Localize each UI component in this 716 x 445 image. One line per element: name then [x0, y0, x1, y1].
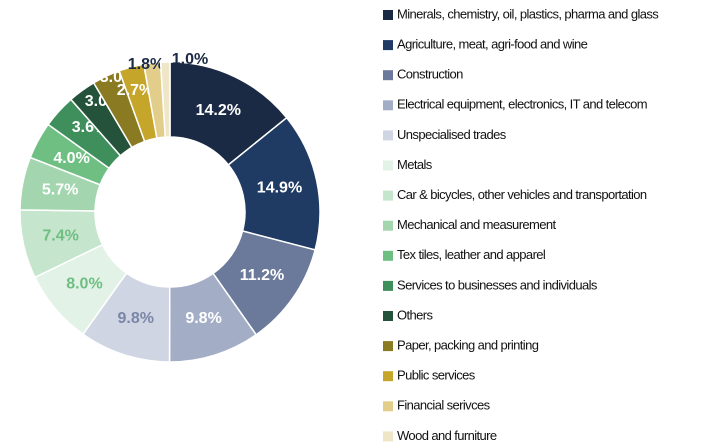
legend-swatch: [383, 401, 393, 412]
data-label: 5.7%: [42, 182, 78, 199]
legend-label: Others: [397, 307, 434, 322]
legend-label: Metals: [397, 157, 433, 172]
data-label: 1.0%: [172, 51, 208, 68]
legend-swatch: [383, 100, 393, 111]
legend-swatch: [383, 250, 393, 261]
donut-slice: [159, 61, 171, 138]
data-label: 9.8%: [185, 310, 221, 327]
legend-swatch: [383, 220, 393, 231]
legend-label: Public services: [397, 368, 476, 383]
legend-swatch: [383, 130, 393, 141]
data-label: 7.4%: [42, 227, 78, 244]
data-label: 14.9%: [257, 180, 302, 197]
legend-label: Tex tiles, leather and apparel: [397, 247, 546, 262]
data-label: 4.0%: [53, 150, 89, 167]
legend-swatch: [383, 311, 393, 321]
legend-swatch: [383, 10, 393, 20]
data-label: 14.2%: [196, 102, 241, 119]
data-label: 9.8%: [118, 310, 154, 327]
legend-swatch: [383, 40, 393, 51]
legend-label: Paper, packing and printing: [397, 338, 539, 353]
legend-swatch: [383, 341, 393, 352]
legend-label: Construction: [397, 67, 463, 82]
legend-label: Electrical equipment, electronics, IT an…: [397, 97, 647, 112]
legend-swatch: [383, 371, 393, 382]
legend-label: Wood and furniture: [397, 428, 497, 443]
legend-swatch: [383, 160, 393, 171]
legend-swatch: [383, 190, 393, 201]
legend-label: Services to businesses and individuals: [397, 277, 598, 292]
legend-label: Car & bicycles, other vehicles and trans…: [397, 187, 647, 202]
legend-swatch: [383, 280, 393, 291]
legend-label: Mechanical and measurement: [397, 217, 557, 232]
legend-label: Agriculture, meat, agri-food and wine: [397, 37, 588, 52]
legend-label: Unspecialised trades: [397, 127, 507, 142]
legend-label: Minerals, chemistry, oil, plastics, phar…: [397, 6, 659, 21]
data-label: 8.0%: [66, 275, 102, 292]
legend-label: Financial serivces: [397, 398, 491, 413]
legend-swatch: [383, 431, 393, 442]
data-label: 1.8%: [128, 56, 164, 73]
data-label: 2.7%: [117, 82, 153, 99]
data-label: 11.2%: [240, 267, 284, 284]
legend-swatch: [383, 70, 393, 81]
